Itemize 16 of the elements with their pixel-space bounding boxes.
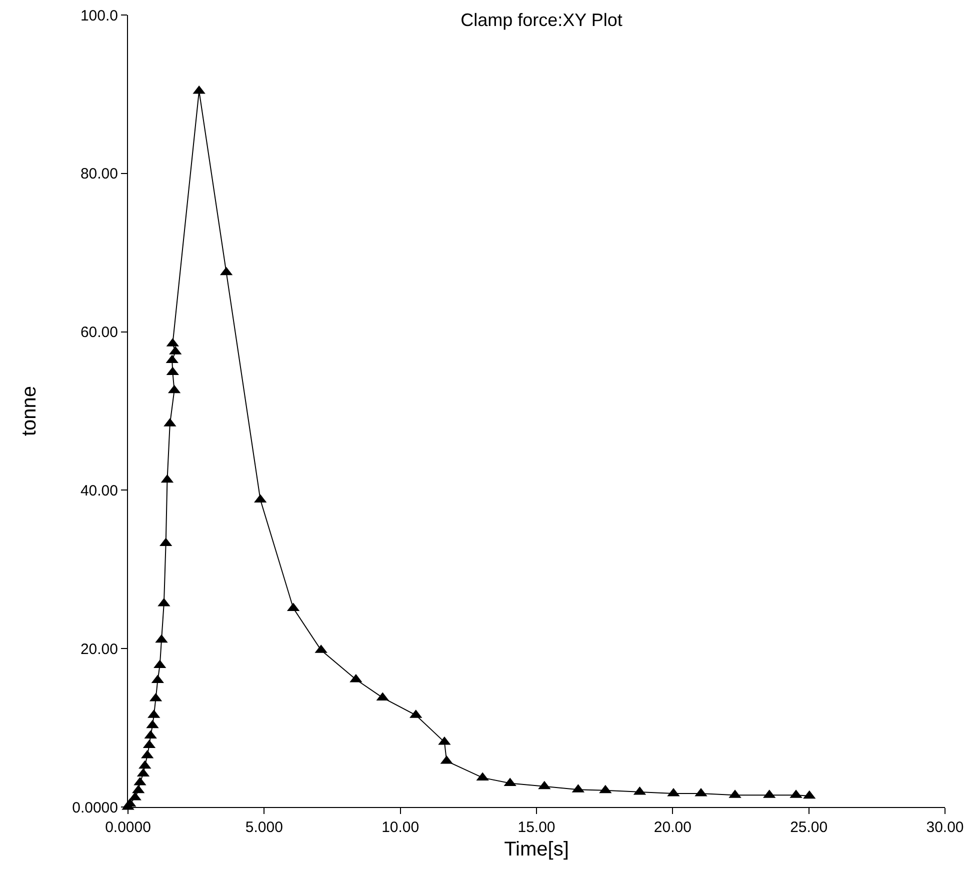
x-tick-label: 10.00 bbox=[382, 819, 420, 836]
x-tick-label: 30.00 bbox=[926, 819, 964, 836]
chart-title: Clamp force:XY Plot bbox=[460, 10, 622, 30]
y-tick-label: 60.00 bbox=[80, 324, 118, 342]
y-tick-label: 100.0 bbox=[80, 7, 118, 24]
y-tick-label: 0.0000 bbox=[72, 799, 118, 816]
y-axis-title: tonne bbox=[18, 386, 41, 436]
x-tick-label: 20.00 bbox=[654, 819, 692, 836]
x-tick-label: 5.000 bbox=[245, 819, 283, 836]
x-tick-label: 15.00 bbox=[518, 819, 556, 836]
x-axis-title: Time[s] bbox=[504, 838, 569, 860]
x-tick-label: 0.0000 bbox=[105, 819, 151, 836]
x-tick-label: 25.00 bbox=[790, 819, 828, 836]
y-tick-label: 40.00 bbox=[80, 482, 118, 500]
y-tick-label: 80.00 bbox=[80, 166, 118, 183]
y-tick-label: 20.00 bbox=[80, 640, 118, 658]
